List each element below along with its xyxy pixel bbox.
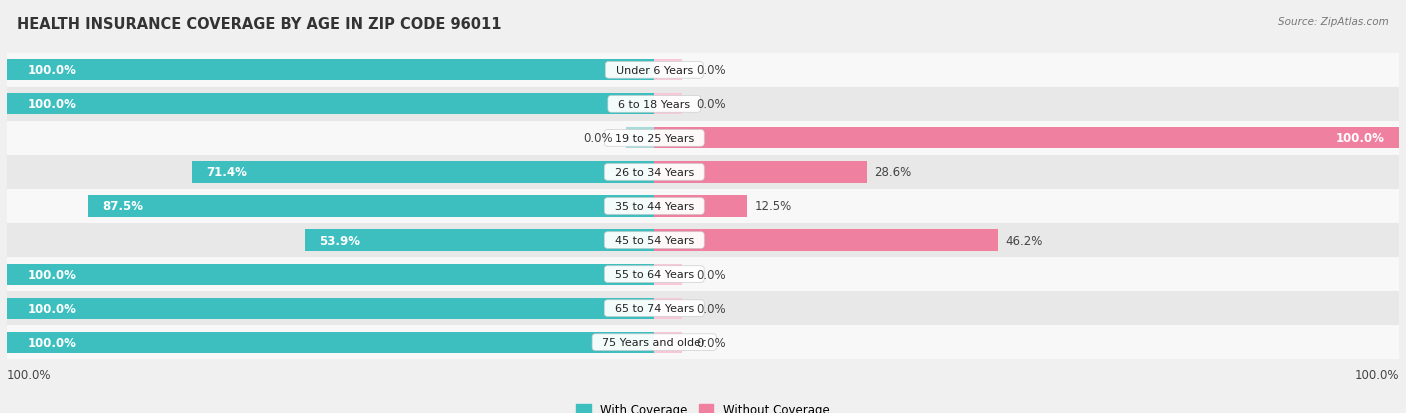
- Text: 87.5%: 87.5%: [101, 200, 143, 213]
- Text: 6 to 18 Years: 6 to 18 Years: [612, 100, 697, 109]
- Text: 12.5%: 12.5%: [755, 200, 792, 213]
- Text: 28.6%: 28.6%: [875, 166, 911, 179]
- Bar: [7, 298, 654, 319]
- Legend: With Coverage, Without Coverage: With Coverage, Without Coverage: [572, 398, 834, 413]
- Text: 0.0%: 0.0%: [583, 132, 613, 145]
- Text: 100.0%: 100.0%: [1354, 368, 1399, 381]
- Bar: [654, 196, 748, 217]
- Text: 35 to 44 Years: 35 to 44 Years: [607, 202, 702, 211]
- Text: 46.2%: 46.2%: [1005, 234, 1043, 247]
- Bar: [7, 292, 1399, 325]
- Bar: [7, 223, 1399, 257]
- Bar: [7, 54, 1399, 88]
- Text: Source: ZipAtlas.com: Source: ZipAtlas.com: [1278, 17, 1389, 26]
- Text: 65 to 74 Years: 65 to 74 Years: [607, 304, 702, 313]
- Text: 75 Years and older: 75 Years and older: [596, 337, 713, 347]
- Text: 0.0%: 0.0%: [696, 336, 725, 349]
- Text: 53.9%: 53.9%: [319, 234, 360, 247]
- Text: 100.0%: 100.0%: [28, 64, 77, 77]
- Text: Under 6 Years: Under 6 Years: [609, 66, 700, 76]
- Text: HEALTH INSURANCE COVERAGE BY AGE IN ZIP CODE 96011: HEALTH INSURANCE COVERAGE BY AGE IN ZIP …: [17, 17, 502, 31]
- Text: 45 to 54 Years: 45 to 54 Years: [607, 235, 702, 245]
- Bar: [654, 264, 682, 285]
- Bar: [654, 162, 868, 183]
- Bar: [7, 332, 654, 353]
- Text: 0.0%: 0.0%: [696, 268, 725, 281]
- Bar: [7, 88, 1399, 121]
- Text: 0.0%: 0.0%: [696, 98, 725, 111]
- Text: 0.0%: 0.0%: [696, 64, 725, 77]
- Text: 71.4%: 71.4%: [207, 166, 247, 179]
- Text: 55 to 64 Years: 55 to 64 Years: [607, 269, 700, 280]
- Bar: [654, 332, 682, 353]
- Bar: [7, 94, 654, 115]
- Bar: [7, 121, 1399, 156]
- Bar: [7, 190, 1399, 223]
- Bar: [7, 156, 1399, 190]
- Bar: [654, 60, 682, 81]
- Bar: [654, 298, 682, 319]
- Bar: [193, 162, 654, 183]
- Bar: [89, 196, 654, 217]
- Text: 100.0%: 100.0%: [1336, 132, 1385, 145]
- Text: 100.0%: 100.0%: [28, 302, 77, 315]
- Bar: [654, 128, 1399, 149]
- Text: 26 to 34 Years: 26 to 34 Years: [607, 168, 702, 178]
- Text: 19 to 25 Years: 19 to 25 Years: [607, 133, 702, 144]
- Bar: [627, 128, 654, 149]
- Text: 100.0%: 100.0%: [7, 368, 52, 381]
- Bar: [305, 230, 654, 251]
- Bar: [654, 230, 998, 251]
- Text: 100.0%: 100.0%: [28, 336, 77, 349]
- Text: 100.0%: 100.0%: [28, 98, 77, 111]
- Text: 100.0%: 100.0%: [28, 268, 77, 281]
- Bar: [7, 60, 654, 81]
- Bar: [7, 264, 654, 285]
- Bar: [7, 325, 1399, 359]
- Text: 0.0%: 0.0%: [696, 302, 725, 315]
- Bar: [7, 257, 1399, 292]
- Bar: [654, 94, 682, 115]
